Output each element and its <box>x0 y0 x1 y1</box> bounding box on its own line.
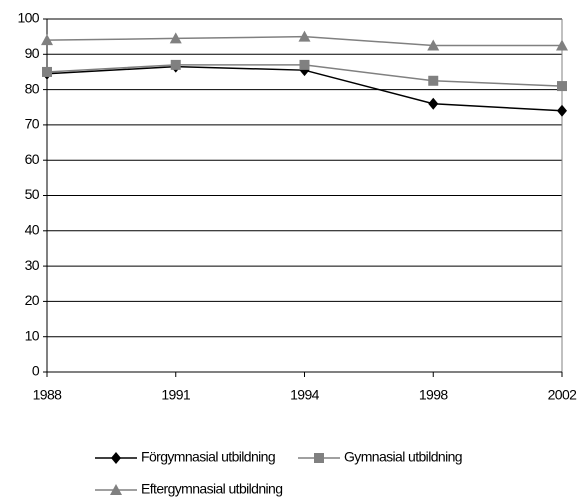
x-tick-label: 1991 <box>161 387 191 403</box>
marker <box>428 97 439 110</box>
marker <box>556 39 568 51</box>
marker <box>41 34 53 46</box>
legend-label: Förgymnasial utbildning <box>141 449 275 465</box>
y-tick-label: 60 <box>25 151 40 167</box>
y-tick-label: 10 <box>25 327 40 343</box>
y-tick-label: 100 <box>17 10 39 26</box>
legend-label: Gymnasial utbildning <box>344 449 462 465</box>
legend-label: Eftergymnasial utbildning <box>141 481 282 497</box>
y-tick-label: 50 <box>25 186 40 202</box>
y-tick-label: 30 <box>25 257 40 273</box>
marker <box>314 453 324 463</box>
marker <box>427 39 440 51</box>
marker <box>557 81 567 92</box>
marker <box>169 32 182 44</box>
x-tick-label: 1998 <box>419 387 449 403</box>
y-tick-label: 90 <box>25 45 40 61</box>
marker <box>42 66 52 77</box>
marker <box>557 104 567 117</box>
y-tick-label: 80 <box>25 80 40 96</box>
marker <box>111 452 121 464</box>
marker <box>428 75 439 86</box>
x-tick-label: 2002 <box>548 387 578 403</box>
y-tick-label: 70 <box>25 116 40 132</box>
y-tick-label: 40 <box>25 222 40 238</box>
marker <box>110 484 122 495</box>
y-tick-label: 0 <box>32 363 40 379</box>
x-tick-label: 1994 <box>290 387 320 403</box>
marker <box>170 59 181 70</box>
y-tick-label: 20 <box>25 292 40 308</box>
marker <box>298 30 311 42</box>
x-tick-label: 1988 <box>33 387 63 403</box>
marker <box>299 59 310 70</box>
